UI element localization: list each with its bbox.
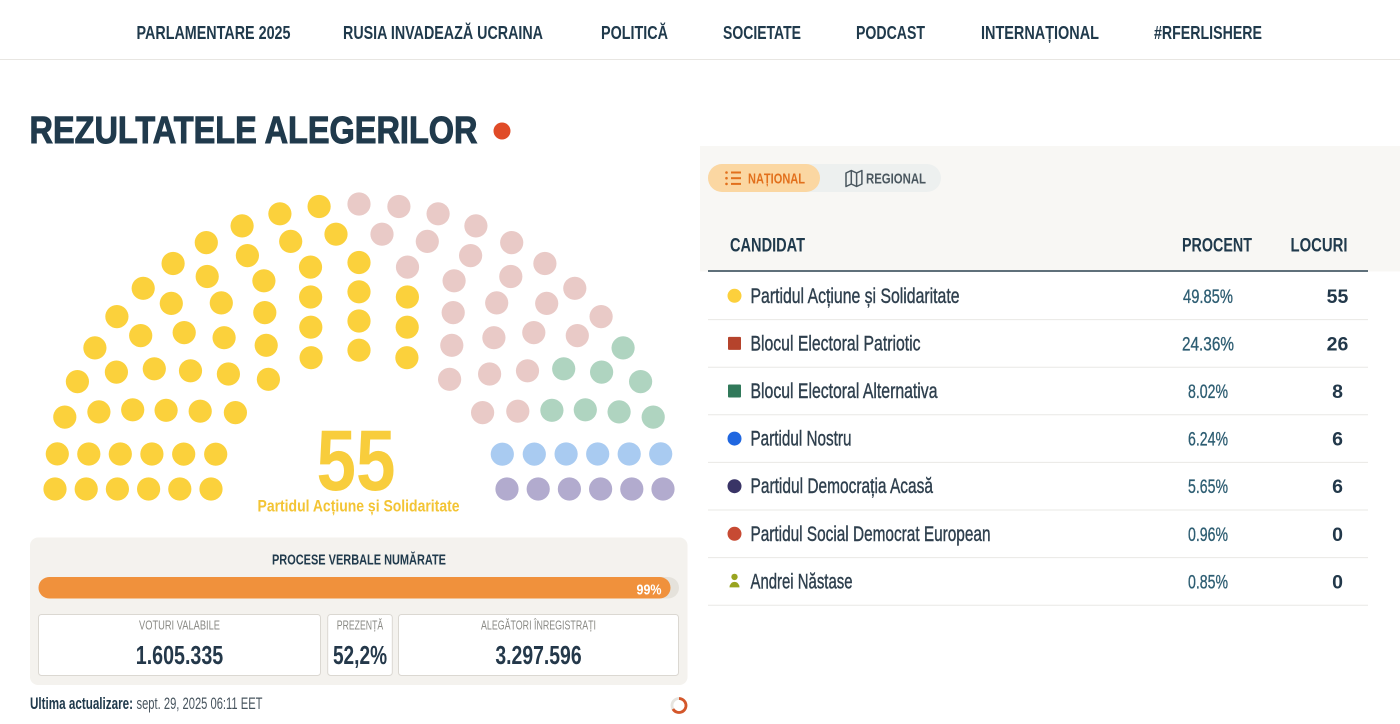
svg-text:INTERNAȚIONAL: INTERNAȚIONAL bbox=[981, 23, 1099, 43]
svg-text:VOTURI VALABILE: VOTURI VALABILE bbox=[139, 619, 220, 633]
svg-text:RUSIA INVADEAZĂ UCRAINA: RUSIA INVADEAZĂ UCRAINA bbox=[343, 22, 543, 43]
svg-text:99%: 99% bbox=[637, 582, 662, 599]
svg-text:6: 6 bbox=[1332, 429, 1343, 451]
svg-text:26: 26 bbox=[1327, 333, 1349, 355]
svg-text:NAȚIONAL: NAȚIONAL bbox=[748, 171, 805, 188]
svg-text:0: 0 bbox=[1332, 571, 1343, 593]
svg-text:6: 6 bbox=[1332, 476, 1343, 498]
svg-text:55: 55 bbox=[1327, 286, 1349, 308]
svg-text:REGIONAL: REGIONAL bbox=[866, 171, 926, 188]
svg-text:55: 55 bbox=[317, 413, 396, 509]
svg-text:24.36%: 24.36% bbox=[1182, 334, 1234, 355]
svg-text:CANDIDAT: CANDIDAT bbox=[730, 236, 805, 257]
svg-text:Partidul Acțiune și Solidarita: Partidul Acțiune și Solidaritate bbox=[751, 285, 960, 308]
svg-text:1.605.335: 1.605.335 bbox=[136, 640, 224, 670]
svg-text:#RFERLISHERE: #RFERLISHERE bbox=[1154, 23, 1262, 43]
svg-text:Partidul Social Democrat Europ: Partidul Social Democrat European bbox=[751, 523, 991, 546]
svg-text:PARLAMENTARE 2025: PARLAMENTARE 2025 bbox=[137, 23, 291, 43]
svg-text:LOCURI: LOCURI bbox=[1291, 236, 1348, 257]
svg-text:SOCIETATE: SOCIETATE bbox=[723, 23, 801, 43]
svg-text:Partidul Acțiune și Solidarita: Partidul Acțiune și Solidaritate bbox=[258, 498, 460, 516]
svg-text:sept. 29, 2025 06:11 EET: sept. 29, 2025 06:11 EET bbox=[137, 695, 263, 713]
svg-text:5.65%: 5.65% bbox=[1188, 477, 1228, 498]
svg-text:0.85%: 0.85% bbox=[1188, 572, 1228, 593]
svg-text:PODCAST: PODCAST bbox=[856, 23, 925, 43]
svg-text:6.24%: 6.24% bbox=[1188, 430, 1228, 451]
svg-text:Blocul Electoral Patriotic: Blocul Electoral Patriotic bbox=[751, 332, 921, 355]
svg-text:ALEGĂTORI ÎNREGISTRAȚI: ALEGĂTORI ÎNREGISTRAȚI bbox=[481, 618, 596, 633]
svg-text:POLITICĂ: POLITICĂ bbox=[601, 22, 668, 43]
svg-text:Ultima actualizare:: Ultima actualizare: bbox=[30, 695, 133, 713]
svg-text:PROCESE VERBALE NUMĂRATE: PROCESE VERBALE NUMĂRATE bbox=[272, 552, 446, 569]
svg-text:8.02%: 8.02% bbox=[1188, 382, 1228, 403]
svg-text:REZULTATELE ALEGERILOR: REZULTATELE ALEGERILOR bbox=[30, 110, 478, 152]
svg-text:3.297.596: 3.297.596 bbox=[495, 640, 581, 670]
svg-text:Blocul Electoral Alternativa: Blocul Electoral Alternativa bbox=[751, 380, 938, 403]
svg-text:Partidul Nostru: Partidul Nostru bbox=[751, 428, 852, 451]
svg-text:8: 8 bbox=[1332, 381, 1343, 403]
svg-text:Partidul Democrația Acasă: Partidul Democrația Acasă bbox=[751, 475, 934, 498]
svg-text:52,2%: 52,2% bbox=[333, 640, 387, 670]
svg-text:Andrei Năstase: Andrei Năstase bbox=[751, 570, 853, 593]
svg-text:0: 0 bbox=[1332, 524, 1343, 546]
svg-text:0.96%: 0.96% bbox=[1188, 525, 1228, 546]
svg-text:PREZENȚĂ: PREZENȚĂ bbox=[337, 618, 384, 633]
svg-text:49.85%: 49.85% bbox=[1183, 287, 1233, 308]
svg-text:PROCENT: PROCENT bbox=[1182, 236, 1252, 257]
